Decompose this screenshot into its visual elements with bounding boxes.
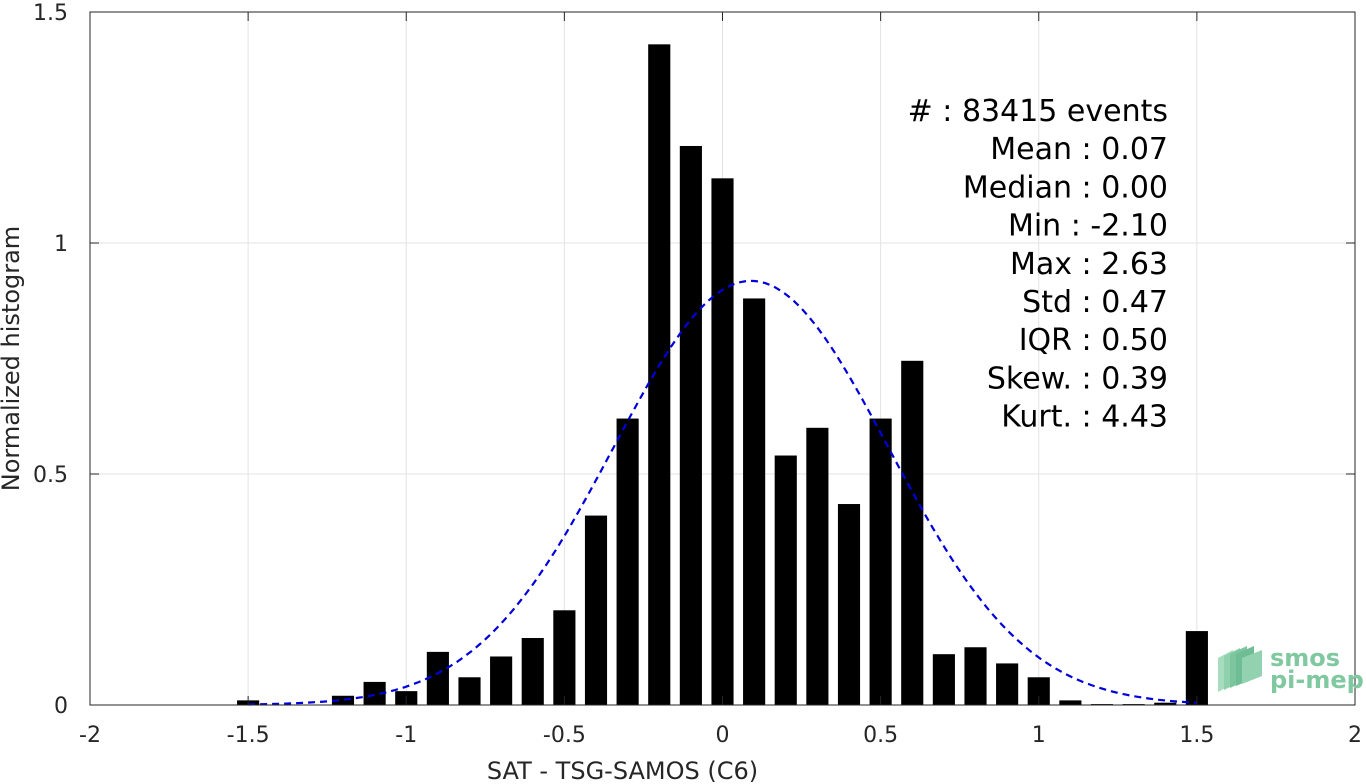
x-tick-label: -1	[395, 723, 417, 748]
stats-line: Median : 0.00	[963, 170, 1168, 205]
x-tick-label: -2	[79, 723, 101, 748]
logo-text-smos: smos	[1270, 644, 1340, 672]
y-tick-label: 0.5	[33, 463, 68, 488]
histogram-bar	[743, 298, 766, 705]
x-tick-labels: -2 -1.5 -1 -0.5 0 0.5 1 1.5 2	[79, 723, 1362, 748]
histogram-bar	[521, 638, 544, 705]
histogram-bar	[616, 418, 639, 705]
smos-pimep-logo: smos pi-mep	[1218, 644, 1364, 694]
y-axis-label: Normalized histogram	[0, 226, 25, 491]
histogram-bar	[964, 647, 987, 705]
x-tick-label: 1	[1032, 723, 1046, 748]
stats-line: Kurt. : 4.43	[1001, 400, 1168, 435]
histogram-bar	[679, 145, 702, 706]
y-tick-label: 1.5	[33, 1, 68, 26]
axis-ticks	[89, 11, 1356, 706]
stats-line: Std : 0.47	[1022, 285, 1168, 320]
x-tick-label: 1.5	[1179, 723, 1214, 748]
histogram-bar	[584, 515, 608, 705]
histogram-bar	[1185, 631, 1208, 705]
stats-line: Skew. : 0.39	[987, 361, 1168, 396]
histogram-bar	[901, 360, 924, 705]
x-tick-label: -1.5	[227, 723, 270, 748]
histogram-bar	[1059, 700, 1082, 705]
stats-line: # : 83415 events	[908, 94, 1168, 129]
histogram-bar	[1154, 702, 1177, 705]
histogram-bar	[837, 504, 861, 705]
histogram-bar	[331, 695, 355, 705]
histogram-bar	[458, 677, 481, 705]
histogram-bar	[363, 681, 386, 705]
x-tick-label: 0	[716, 723, 730, 748]
x-tick-label: -0.5	[543, 723, 586, 748]
histogram-bar	[996, 663, 1019, 705]
y-tick-label: 0	[54, 694, 68, 719]
histogram-bar	[932, 654, 955, 705]
histogram-bar	[648, 44, 671, 705]
logo-text-pimep: pi-mep	[1270, 666, 1364, 694]
y-tick-label: 1	[54, 232, 68, 257]
histogram-bar	[774, 455, 797, 705]
histogram-bar	[553, 610, 576, 705]
histogram-bar	[426, 651, 449, 705]
stats-line: Max : 2.63	[1010, 247, 1168, 282]
stats-line: Mean : 0.07	[990, 132, 1168, 167]
logo-icon	[1218, 646, 1262, 692]
histogram-bar	[1027, 677, 1050, 705]
histogram-bar	[869, 418, 892, 705]
histogram-bars	[237, 44, 1208, 706]
stats-line: IQR : 0.50	[1019, 323, 1168, 358]
x-tick-label: 0.5	[863, 723, 898, 748]
histogram-bar	[711, 178, 734, 705]
y-tick-labels: 0 0.5 1 1.5	[33, 1, 68, 719]
histogram-bar	[806, 427, 829, 705]
histogram-bar	[490, 656, 513, 705]
x-tick-label: 2	[1348, 723, 1362, 748]
fit-curve	[248, 279, 1197, 706]
stats-line: Min : -2.10	[1008, 209, 1168, 244]
x-axis-label: SAT - TSG-SAMOS (C6)	[487, 757, 758, 784]
